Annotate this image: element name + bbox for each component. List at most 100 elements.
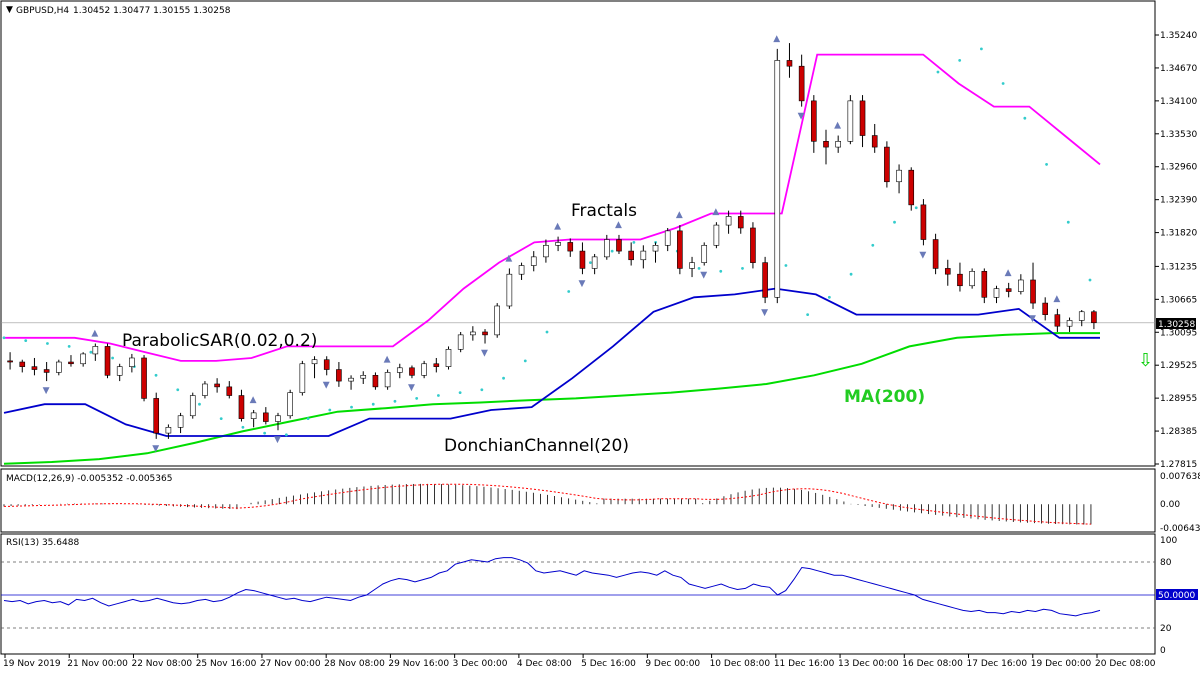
macd-tick-label: 0.007638 xyxy=(1160,472,1200,482)
symbol-label: GBPUSD,H4 xyxy=(16,6,69,16)
candle xyxy=(116,363,123,382)
current-price-label: 1.30258 xyxy=(1158,320,1195,330)
candle-up xyxy=(275,415,281,422)
y-tick-label: 1.31820 xyxy=(1160,229,1197,239)
candle xyxy=(19,359,26,373)
candle xyxy=(275,412,281,431)
sar-dot xyxy=(198,402,201,406)
candle xyxy=(1030,262,1036,309)
candle-up xyxy=(116,366,123,376)
collapse-triangle-icon[interactable]: ▼ xyxy=(6,5,13,15)
candle-down xyxy=(7,360,13,363)
x-tick-label: 13 Dec 00:00 xyxy=(838,659,899,669)
candle xyxy=(299,360,306,396)
candle xyxy=(92,343,99,361)
x-tick-label: 20 Dec 08:00 xyxy=(1095,659,1156,669)
candle-down xyxy=(750,227,756,263)
candle xyxy=(701,242,708,266)
candle xyxy=(677,225,683,275)
candle xyxy=(616,234,622,254)
fractal-up-icon: ▲ xyxy=(505,253,512,263)
candle xyxy=(871,123,878,153)
sar-dot xyxy=(111,356,114,360)
fractal-down-icon: ▼ xyxy=(700,271,707,281)
candle xyxy=(1054,308,1061,332)
candle xyxy=(567,238,574,257)
fractal-down-icon: ▼ xyxy=(152,444,159,454)
sar-dot xyxy=(67,345,71,348)
y-tick-label: 1.28955 xyxy=(1160,394,1197,404)
candle-down xyxy=(884,146,890,183)
candle xyxy=(1018,274,1024,295)
fractal-down-icon: ▼ xyxy=(578,279,585,289)
candle xyxy=(189,392,196,419)
candle xyxy=(884,141,890,188)
candle xyxy=(1005,282,1012,298)
candle xyxy=(786,43,793,78)
candle xyxy=(104,343,111,379)
sar-dot xyxy=(893,220,896,224)
fractal-up-icon: ▲ xyxy=(384,355,391,365)
sar-dot xyxy=(523,359,527,363)
sar-dot xyxy=(328,408,332,412)
x-tick-label: 10 Dec 08:00 xyxy=(710,659,771,669)
candle xyxy=(482,329,488,344)
sar-dot xyxy=(719,269,723,273)
candle xyxy=(750,222,756,269)
sar-dot xyxy=(89,350,93,354)
sar-dot xyxy=(1066,220,1070,224)
candle-down xyxy=(226,386,233,396)
candle-up xyxy=(774,60,781,298)
candle xyxy=(80,352,86,367)
ma200-annotation: MA(200) xyxy=(844,387,925,407)
fractals-annotation: Fractals xyxy=(571,201,637,221)
candle xyxy=(543,239,549,263)
sar-dot xyxy=(849,272,853,276)
fractal-down-icon: ▼ xyxy=(919,250,926,260)
sar-dot xyxy=(371,402,375,406)
y-tick-label: 1.32960 xyxy=(1160,163,1197,173)
candle xyxy=(713,222,720,249)
sar-dot xyxy=(697,267,701,270)
candle xyxy=(603,234,610,260)
candle xyxy=(737,210,744,234)
candle xyxy=(409,365,415,379)
candle-down xyxy=(31,366,38,370)
x-tick-label: 3 Dec 00:00 xyxy=(453,659,508,669)
candle-up xyxy=(165,427,172,434)
candle-up xyxy=(189,395,196,417)
sar-dot xyxy=(936,70,940,74)
sar-dot xyxy=(806,313,810,317)
candle xyxy=(214,378,220,393)
candle-down xyxy=(1042,302,1048,315)
sar-dot xyxy=(567,290,571,293)
sar-dot xyxy=(827,295,831,299)
fractal-up-icon: ▲ xyxy=(676,210,683,220)
candle-up xyxy=(847,100,854,142)
candle xyxy=(202,381,208,399)
x-tick-label: 19 Dec 00:00 xyxy=(1031,659,1092,669)
macd-signal-line xyxy=(3,483,1091,525)
candle xyxy=(640,245,647,269)
sar-dot xyxy=(502,376,505,380)
candle-up xyxy=(835,141,841,148)
candle xyxy=(457,331,464,353)
candle-down xyxy=(409,367,415,376)
candle-up xyxy=(725,216,732,226)
candle xyxy=(506,268,513,309)
candle xyxy=(811,95,817,153)
x-tick-label: 29 Nov 16:00 xyxy=(388,659,449,669)
sar-dot xyxy=(2,336,6,340)
candle-down xyxy=(323,359,330,370)
candle xyxy=(823,129,829,165)
fractal-up-icon: ▲ xyxy=(554,222,561,232)
candle-up xyxy=(457,334,464,350)
candle xyxy=(396,363,403,379)
sar-dot xyxy=(980,47,983,51)
candle-down xyxy=(19,361,26,367)
candle-up xyxy=(421,363,427,376)
candle xyxy=(165,424,172,439)
fractal-up-icon: ▲ xyxy=(834,121,841,131)
candle xyxy=(31,357,38,376)
